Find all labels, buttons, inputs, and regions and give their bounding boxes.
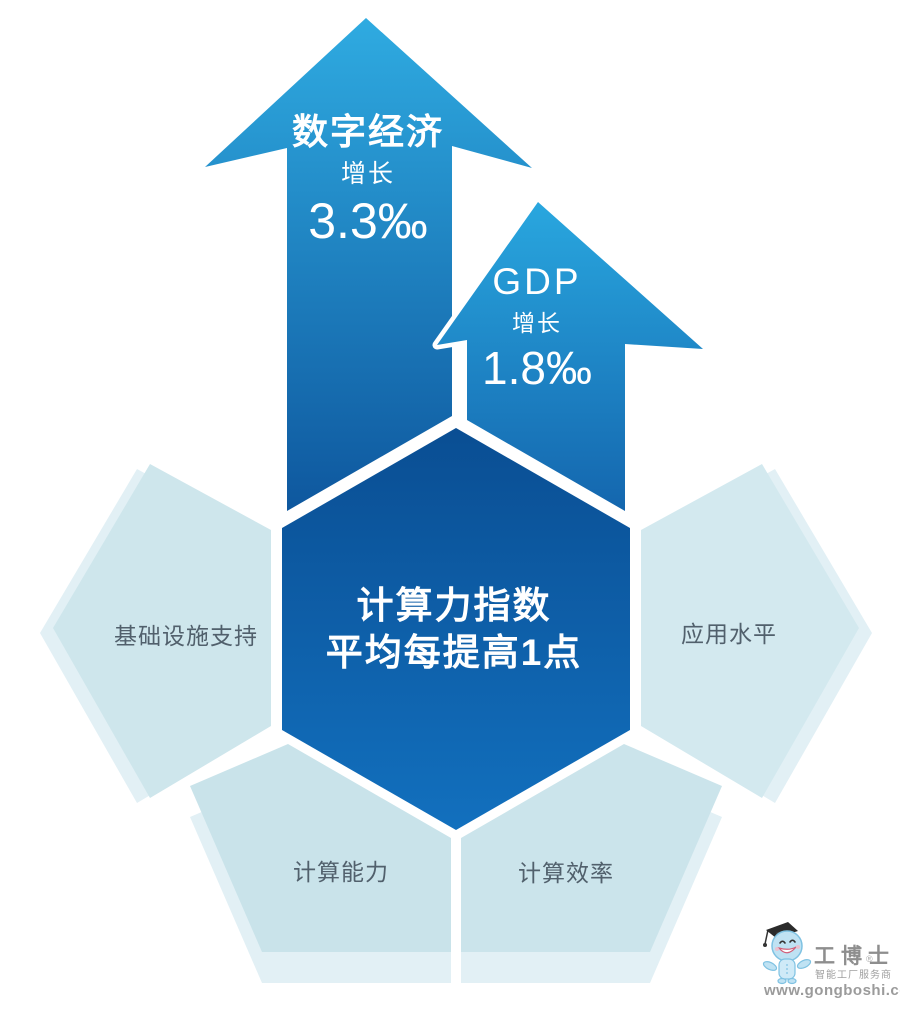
digital-economy-arrow [205,18,532,511]
petal-infrastructure [53,464,271,798]
petal-computing-capability [190,744,451,952]
logo-url: www.gongboshi.com [764,982,900,999]
digital-economy-title: 数字经济 [291,111,445,152]
petal-layer [53,464,859,952]
registered-trademark-icon: ® [866,954,873,964]
hexagon-caption-line1: 计算力指数 [356,585,552,626]
digital-economy-growth-value: 3.3‰ [308,193,428,249]
label-computing-capability: 计算能力 [293,859,389,885]
label-infrastructure-support: 基础设施支持 [114,623,258,649]
gdp-growth-value: 1.8‰ [482,342,592,394]
gdp-arrow [432,197,708,516]
logo-brand-text: 工博士 [814,944,895,968]
digital-economy-growth-label: 增长 [340,160,396,188]
mascot-icon [762,922,812,985]
petal-application [641,464,859,798]
petal-computing-efficiency [461,744,722,952]
gongboshi-logo: 工博士 ® 智能工厂服务商 www.gongboshi.com [756,908,900,1004]
hexagon-caption-line2: 平均每提高1点 [325,632,583,673]
gdp-growth-label: 增长 [512,310,562,336]
logo-tagline: 智能工厂服务商 [815,970,892,981]
logo-brand-row: 工博士 ® [814,940,895,970]
gdp-title: GDP [492,261,582,302]
hexagon-caption: 计算力指数 平均每提高1点 [326,582,583,676]
label-application-level: 应用水平 [681,621,777,647]
label-computing-efficiency: 计算效率 [518,860,614,886]
index-hexagon [282,428,630,830]
